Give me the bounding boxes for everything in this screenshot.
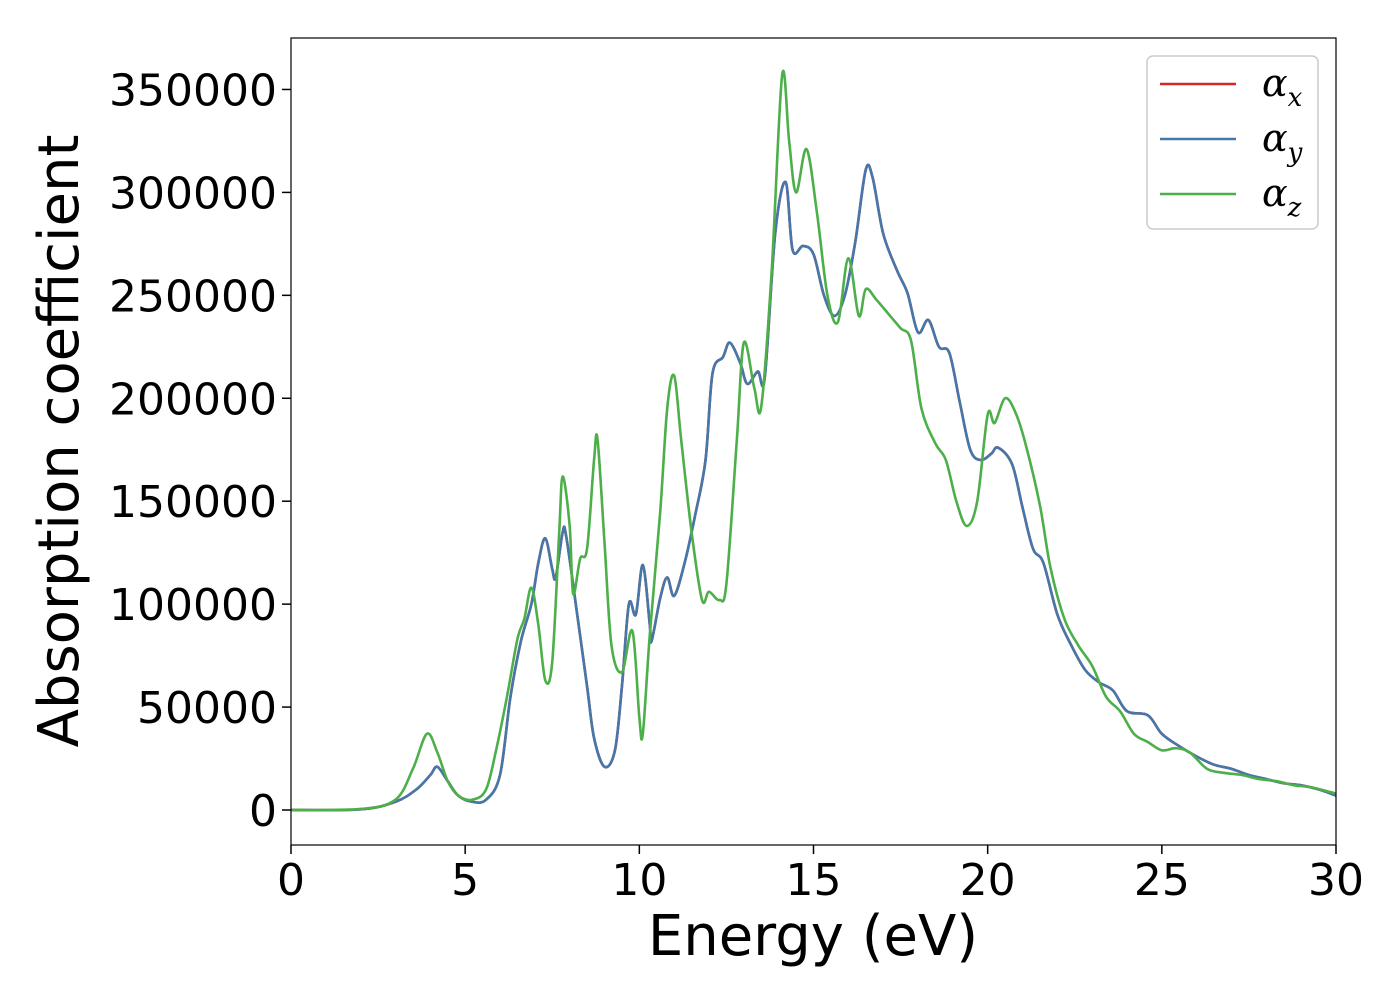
legend-subscript: y (1287, 138, 1303, 168)
y-tick-label: 150000 (109, 477, 277, 528)
y-tick-label: 50000 (137, 683, 277, 734)
y-axis-title: Absorption coefficient (27, 135, 92, 748)
y-tick-label: 100000 (109, 580, 277, 631)
series-line-z (291, 69, 1336, 812)
x-tick-label: 15 (786, 855, 842, 906)
x-tick-label: 25 (1134, 855, 1190, 906)
legend-box (1146, 55, 1319, 230)
legend-label-x: αx (1262, 61, 1303, 113)
y-tick-label: 200000 (109, 374, 277, 425)
legend-label-z: αz (1262, 171, 1302, 223)
y-tick-label: 350000 (109, 65, 277, 116)
y-axis-ticks: 0 50000 100000 150000 200000 250000 300000 3500… (109, 65, 291, 837)
legend-symbol: α (1262, 171, 1288, 215)
legend-subscript: z (1287, 193, 1302, 223)
x-tick-label: 5 (451, 855, 479, 906)
x-tick-label: 10 (611, 855, 667, 906)
series-line-y (291, 163, 1336, 812)
y-tick-label: 0 (249, 786, 277, 837)
legend-symbol: α (1262, 61, 1288, 105)
legend-subscript: x (1288, 83, 1303, 113)
series-line-x (291, 163, 1336, 812)
y-tick-label: 250000 (109, 271, 277, 322)
x-axis-title: Energy (eV) (648, 904, 978, 969)
series-layer (291, 69, 1336, 812)
x-tick-label: 20 (960, 855, 1016, 906)
x-tick-label: 0 (277, 855, 305, 906)
y-tick-label: 300000 (109, 168, 277, 219)
x-tick-label: 30 (1308, 855, 1364, 906)
x-axis-ticks: 0 5 10 15 20 25 30 (277, 845, 1364, 906)
legend-symbol: α (1262, 116, 1288, 160)
legend-label-y: αy (1262, 116, 1303, 168)
